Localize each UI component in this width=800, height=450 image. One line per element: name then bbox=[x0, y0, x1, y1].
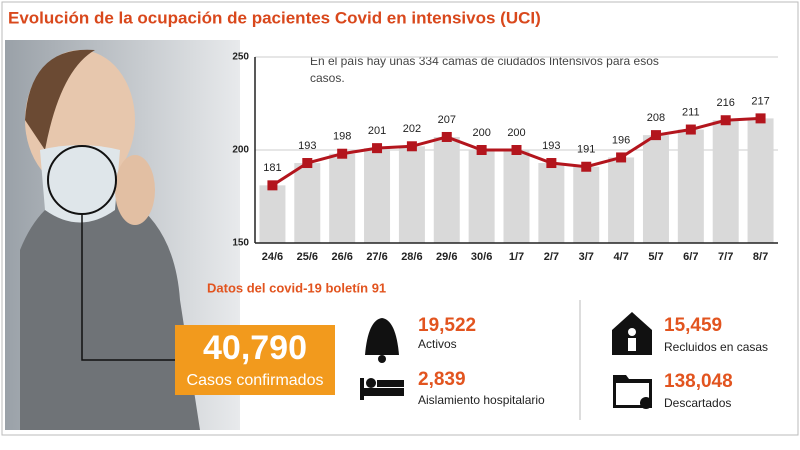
x-tick-label: 7/7 bbox=[718, 251, 733, 263]
point bbox=[755, 113, 766, 124]
x-tick-label: 24/6 bbox=[262, 251, 283, 263]
y-tick-label: 200 bbox=[232, 145, 249, 156]
value-label: 181 bbox=[263, 162, 281, 174]
bar bbox=[503, 150, 530, 243]
x-tick-label: 26/6 bbox=[331, 251, 352, 263]
value-label: 211 bbox=[682, 106, 700, 118]
x-tick-label: 29/6 bbox=[436, 251, 457, 263]
x-tick-label: 1/7 bbox=[509, 251, 524, 263]
bar bbox=[364, 148, 391, 243]
value-label: 216 bbox=[717, 97, 735, 109]
bar bbox=[259, 185, 286, 243]
house-icon bbox=[612, 312, 652, 355]
point bbox=[546, 158, 557, 169]
bar bbox=[398, 146, 425, 243]
stat-label: Activos bbox=[418, 337, 457, 351]
point bbox=[685, 124, 696, 135]
x-tick-label: 25/6 bbox=[297, 251, 318, 263]
y-tick-label: 250 bbox=[232, 52, 249, 63]
stat-value: 2,839 bbox=[418, 369, 466, 390]
value-label: 207 bbox=[438, 114, 456, 126]
x-tick-label: 2/7 bbox=[544, 251, 559, 263]
bed-icon bbox=[360, 378, 404, 400]
point bbox=[650, 130, 661, 141]
point bbox=[616, 152, 627, 163]
confirmed-value: 40,790 bbox=[203, 329, 307, 367]
bar bbox=[294, 163, 321, 243]
stat-label: Aislamiento hospitalario bbox=[418, 393, 545, 407]
value-label: 196 bbox=[612, 134, 630, 146]
stat-value: 15,459 bbox=[664, 315, 722, 336]
value-label: 193 bbox=[298, 140, 316, 152]
point bbox=[581, 161, 592, 172]
folder-icon bbox=[613, 375, 652, 409]
stat-value: 138,048 bbox=[664, 371, 733, 392]
x-tick-label: 5/7 bbox=[648, 251, 663, 263]
point bbox=[337, 148, 348, 159]
confirmed-box bbox=[175, 325, 335, 395]
bar bbox=[608, 157, 635, 243]
x-tick-label: 3/7 bbox=[579, 251, 594, 263]
value-label: 202 bbox=[403, 123, 421, 135]
value-label: 198 bbox=[333, 131, 351, 143]
bar bbox=[642, 135, 669, 243]
bell-icon bbox=[365, 318, 399, 363]
bar bbox=[573, 166, 600, 243]
stats-heading: Datos del covid-19 boletín 91 bbox=[207, 280, 386, 295]
value-label: 200 bbox=[507, 127, 525, 139]
bar bbox=[712, 120, 739, 243]
point bbox=[511, 145, 522, 155]
value-label: 208 bbox=[647, 112, 665, 124]
stat-label: Descartados bbox=[664, 396, 731, 410]
value-label: 217 bbox=[751, 95, 769, 107]
bar bbox=[538, 163, 565, 243]
stat-value: 19,522 bbox=[418, 315, 476, 336]
point bbox=[476, 145, 487, 155]
point bbox=[406, 141, 417, 152]
x-tick-label: 28/6 bbox=[401, 251, 422, 263]
x-tick-label: 6/7 bbox=[683, 251, 698, 263]
bar bbox=[433, 136, 460, 243]
x-tick-label: 27/6 bbox=[366, 251, 387, 263]
point bbox=[372, 143, 383, 154]
annotation: En el país hay unas 334 camas de ciudado… bbox=[310, 54, 659, 85]
bar bbox=[677, 129, 704, 243]
value-label: 200 bbox=[472, 127, 490, 139]
bar bbox=[747, 118, 774, 243]
x-tick-label: 4/7 bbox=[613, 251, 628, 263]
point bbox=[720, 115, 731, 126]
point bbox=[441, 131, 452, 142]
stat-label: Recluidos en casas bbox=[664, 340, 768, 354]
x-tick-label: 30/6 bbox=[471, 251, 492, 263]
y-tick-label: 150 bbox=[232, 238, 249, 249]
value-label: 201 bbox=[368, 125, 386, 137]
bar bbox=[329, 153, 356, 243]
point bbox=[302, 158, 313, 169]
point bbox=[267, 180, 278, 191]
chart-title: Evolución de la ocupación de pacientes C… bbox=[8, 8, 541, 27]
value-label: 193 bbox=[542, 140, 560, 152]
value-label: 191 bbox=[577, 144, 595, 156]
confirmed-label: Casos confirmados bbox=[187, 372, 324, 389]
frame bbox=[1, 1, 799, 436]
bar bbox=[468, 150, 495, 243]
x-tick-label: 8/7 bbox=[753, 251, 768, 263]
